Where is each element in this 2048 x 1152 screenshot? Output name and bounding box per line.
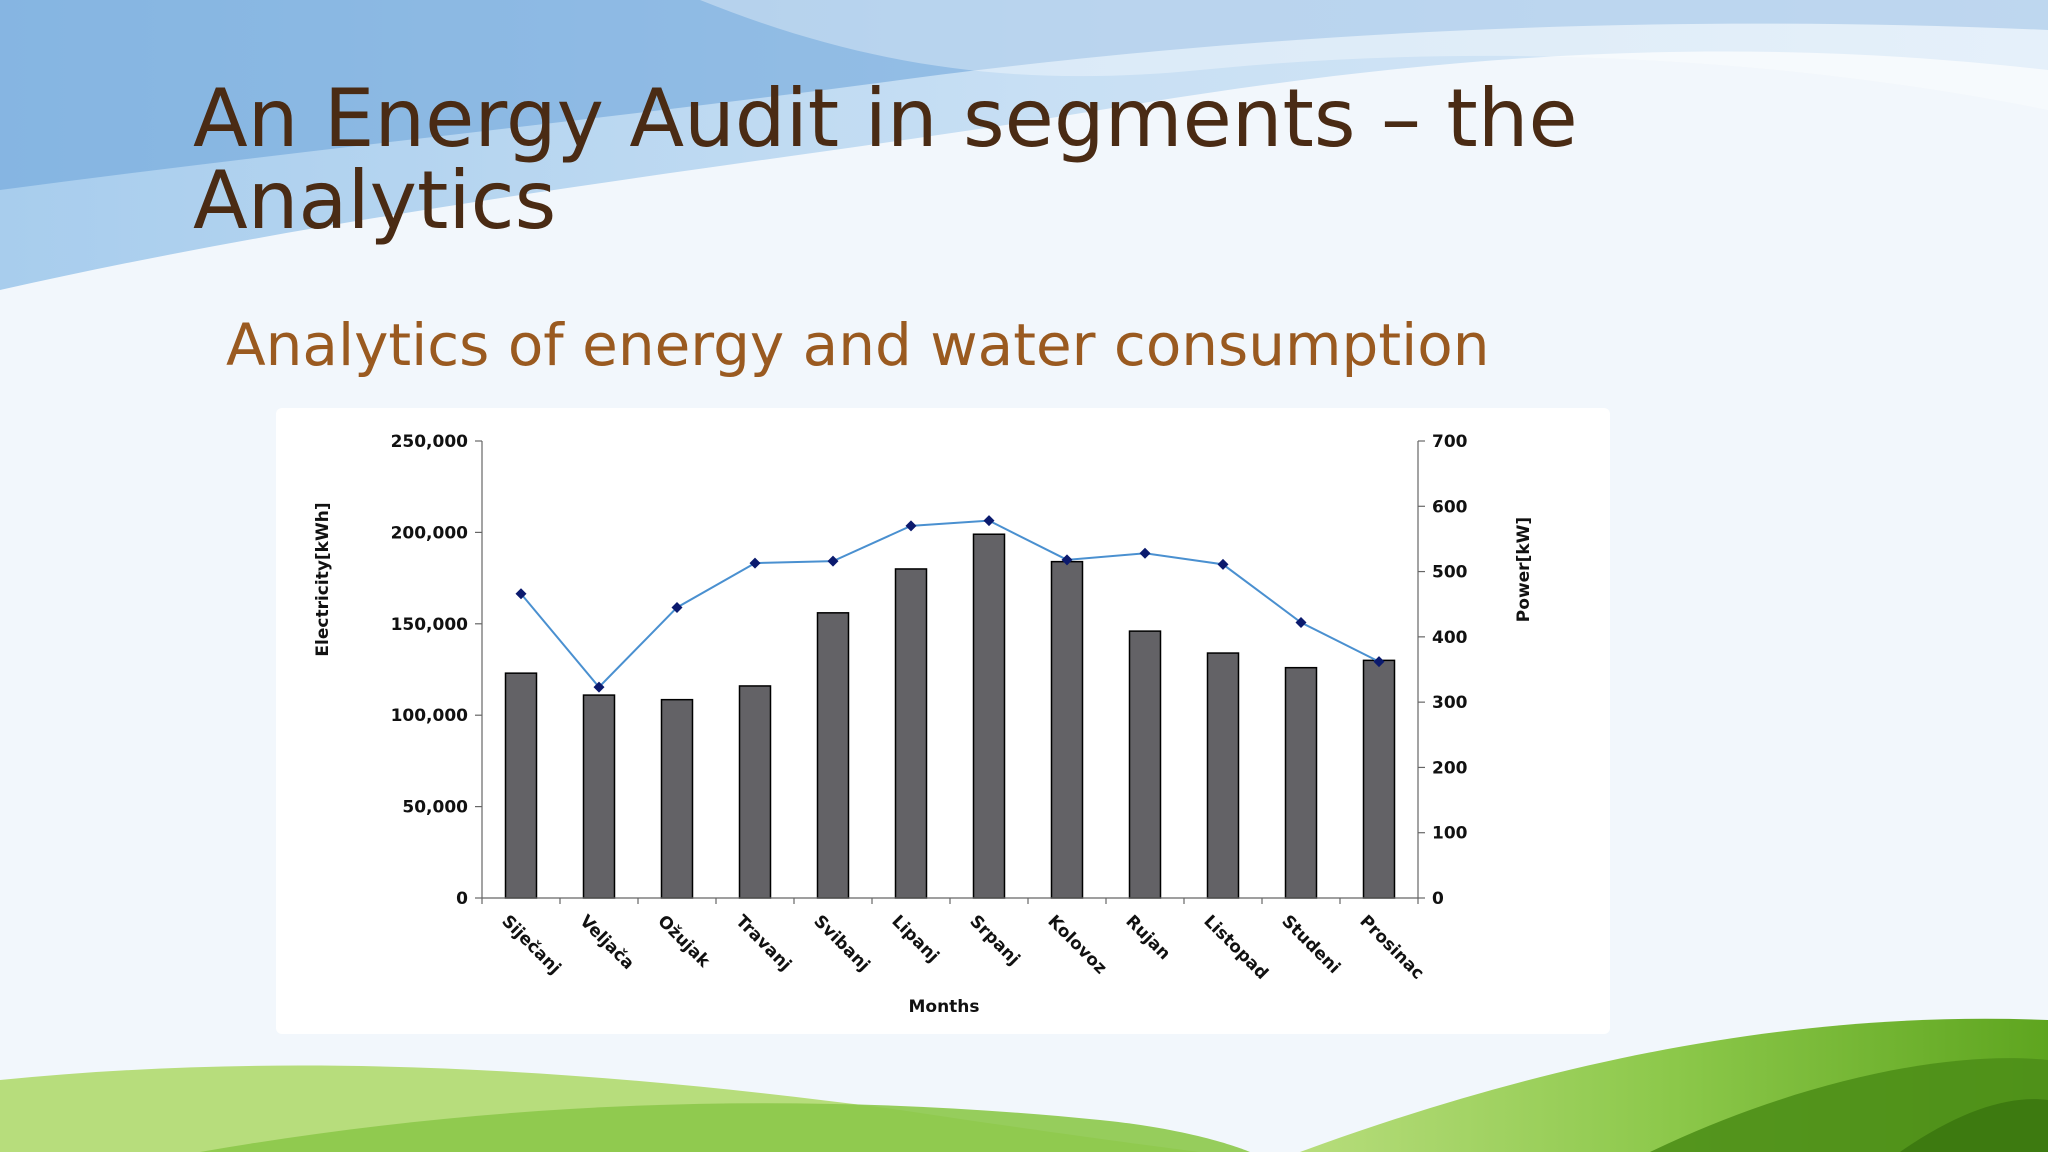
power-marker-1 bbox=[515, 588, 527, 600]
y2-axis-title: Power[kW] bbox=[1514, 517, 1534, 622]
y-tick-label: 150,000 bbox=[391, 615, 469, 635]
x-tick-label: Veljača bbox=[575, 911, 638, 974]
x-tick-label: Kolovoz bbox=[1043, 911, 1110, 978]
bar-2 bbox=[582, 694, 616, 899]
power-marker-7 bbox=[983, 515, 995, 527]
power-marker-6 bbox=[905, 520, 917, 532]
bar-7 bbox=[972, 533, 1006, 899]
bar-11 bbox=[1284, 666, 1318, 899]
y-tick-label: 200,000 bbox=[391, 523, 469, 543]
power-marker-3 bbox=[671, 601, 683, 613]
x-tick-label: Travanj bbox=[731, 911, 795, 975]
power-marker-12 bbox=[1373, 656, 1385, 668]
x-tick-label: Svibanj bbox=[809, 911, 873, 975]
power-line bbox=[520, 519, 1380, 689]
y-tick-label: 50,000 bbox=[402, 798, 468, 818]
y2-tick-label: 700 bbox=[1432, 432, 1468, 452]
bar-9 bbox=[1128, 630, 1162, 899]
y-axis-title: Electricity[kWh] bbox=[313, 502, 333, 656]
y-tick-label: 100,000 bbox=[391, 706, 469, 726]
power-marker-11 bbox=[1295, 616, 1307, 628]
power-marker-4 bbox=[749, 557, 761, 569]
chart-panel: 0 50,000 100,000 150,000 200,000 250,000 0 100 2… bbox=[276, 408, 1610, 1034]
y2-tick-label: 300 bbox=[1432, 693, 1468, 713]
power-marker-9 bbox=[1139, 547, 1151, 559]
y2-tick-label: 0 bbox=[1432, 889, 1444, 909]
bar-5 bbox=[816, 612, 850, 899]
combo-chart: 0 50,000 100,000 150,000 200,000 250,000 0 100 2… bbox=[313, 432, 1534, 1017]
power-marker-5 bbox=[827, 555, 839, 567]
x-tick-label: Siječanj bbox=[497, 911, 564, 978]
bar-8 bbox=[1050, 560, 1084, 899]
bar-6 bbox=[894, 568, 928, 899]
y2-tick-label: 500 bbox=[1432, 563, 1468, 583]
slide-subtitle: Analytics of energy and water consumptio… bbox=[226, 311, 1490, 379]
x-tick-label: Studeni bbox=[1277, 911, 1344, 978]
x-tick-label: Ožujak bbox=[653, 911, 714, 972]
x-tick-label: Srpanj bbox=[965, 911, 1023, 969]
y2-tick-label: 100 bbox=[1432, 824, 1468, 844]
x-tick-label: Rujan bbox=[1121, 911, 1174, 964]
bar-4 bbox=[738, 685, 772, 899]
y-tick-label: 250,000 bbox=[391, 432, 469, 452]
y2-tick-label: 400 bbox=[1432, 628, 1468, 648]
bar-12 bbox=[1362, 659, 1396, 899]
power-marker-2 bbox=[593, 681, 605, 693]
y-tick-label: 0 bbox=[456, 889, 468, 909]
x-tick-label: Listopad bbox=[1199, 911, 1271, 983]
x-tick-label: Lipanj bbox=[887, 911, 942, 966]
power-marker-8 bbox=[1061, 554, 1073, 566]
x-tick-label: Prosinac bbox=[1355, 911, 1427, 983]
x-axis-title: Months bbox=[908, 997, 979, 1017]
y2-tick-label: 600 bbox=[1432, 497, 1468, 517]
power-marker-10 bbox=[1217, 558, 1229, 570]
slide-title: An Energy Audit in segments – the Analyt… bbox=[193, 72, 1578, 247]
y2-tick-label: 200 bbox=[1432, 758, 1468, 778]
bar-10 bbox=[1206, 652, 1240, 899]
bar-3 bbox=[660, 698, 694, 899]
bar-1 bbox=[504, 672, 538, 899]
